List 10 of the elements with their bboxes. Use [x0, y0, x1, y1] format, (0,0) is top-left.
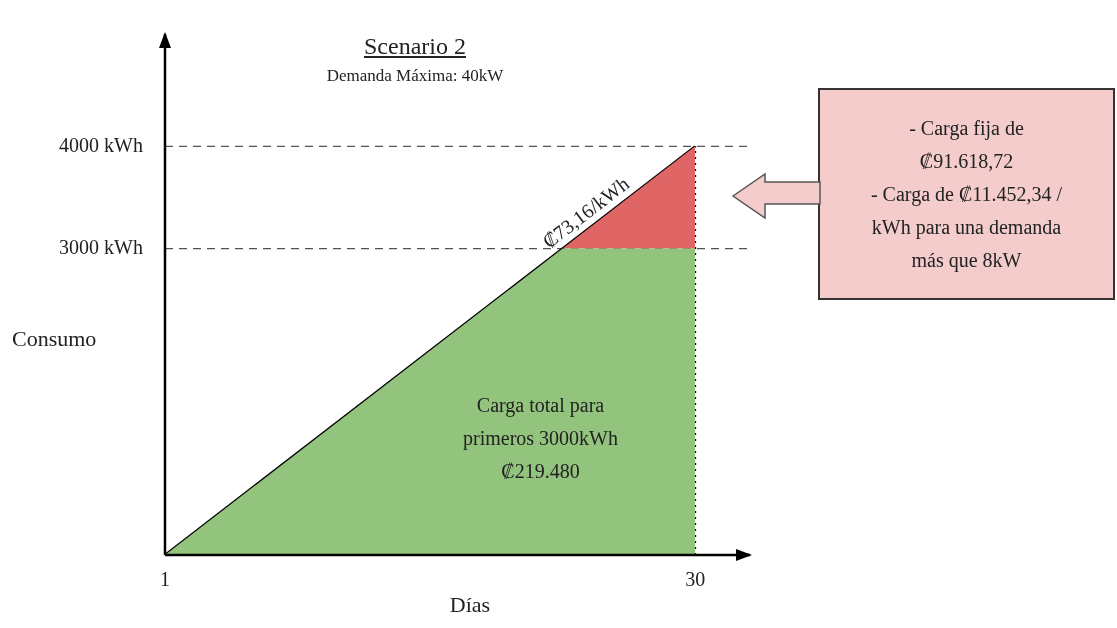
text: Demanda Máxima: 40kW: [325, 66, 505, 86]
x-axis-title: Días: [448, 592, 492, 618]
annotation: Carga total para primeros 3000kWh ₡219.480: [463, 394, 618, 483]
y-axis-title: Consumo: [12, 326, 97, 352]
x-tick-label: 1: [160, 568, 170, 591]
x-tick-label: 30: [685, 568, 706, 591]
text: - Carga fija de ₡91.618,72 - Carga de ₡11.452,34 / kWh para una demanda más que 8kW: [870, 115, 1063, 274]
chart-title: Scenario 2: [363, 33, 467, 60]
y-tick-label: 4000 kWh: [59, 133, 143, 156]
y-tick-label: 3000 kWh: [59, 235, 143, 258]
